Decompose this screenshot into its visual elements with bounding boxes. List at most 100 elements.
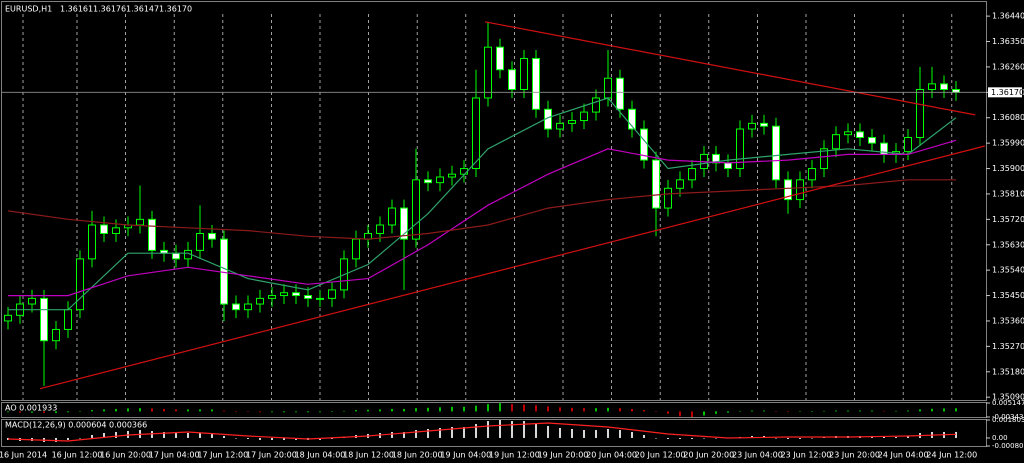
indicator-bar <box>475 405 477 412</box>
indicator-bar <box>55 411 57 414</box>
indicator-bar <box>259 437 261 440</box>
indicator-bar <box>871 410 873 412</box>
candle-body <box>244 303 252 311</box>
quote-open: 1.36161 <box>60 5 93 14</box>
indicator-bar <box>607 429 609 438</box>
indicator-bar <box>415 429 417 438</box>
indicator-bar <box>787 411 789 412</box>
candle-body <box>508 69 516 91</box>
indicator-bar <box>163 431 165 438</box>
indicator-bar <box>43 411 45 414</box>
indicator-bar <box>763 410 765 412</box>
candle-body <box>484 46 492 99</box>
indicator-bar <box>427 429 429 438</box>
y-tick-label: 1.35810 <box>992 189 1024 198</box>
candle-body <box>268 295 276 299</box>
y-tick-label: 1.35180 <box>992 367 1024 376</box>
indicator-bar <box>367 409 369 412</box>
indicator-bar <box>271 437 273 440</box>
candle-body <box>196 232 204 251</box>
indicator-bar <box>703 411 705 416</box>
candle-body <box>40 297 48 342</box>
candle-body <box>592 97 600 113</box>
indicator-bar <box>487 404 489 412</box>
indicator-bar <box>943 408 945 412</box>
indicator-bar <box>343 410 345 412</box>
candle-body <box>280 292 288 297</box>
indicator-bar <box>727 411 729 413</box>
indicator-bar <box>523 404 525 412</box>
indicator-bar <box>115 408 117 412</box>
indicator-bar <box>403 408 405 412</box>
x-tick-label: 20 Jun 12:00 <box>635 451 686 460</box>
indicator-bar <box>379 409 381 412</box>
indicator-bar <box>439 407 441 412</box>
header: EURUSD,H1 1.36161 1.36176 1.36147 1.3617… <box>5 5 192 14</box>
line <box>8 97 957 311</box>
candle-body <box>76 258 84 311</box>
main-frame <box>1 1 987 401</box>
line <box>39 145 985 390</box>
indicator-bar <box>931 408 933 412</box>
x-tick-label: 17 Jun 12:00 <box>197 451 248 460</box>
x-tick-label: 19 Jun 12:00 <box>489 451 540 460</box>
candle-body <box>628 108 636 130</box>
y-tick-label: -0.003435 <box>992 413 1024 421</box>
candle-body <box>952 89 960 93</box>
indicator-bar <box>883 436 885 438</box>
indicator-bar <box>775 437 777 439</box>
indicator-bar <box>223 435 225 438</box>
indicator-bar <box>415 408 417 412</box>
indicator-bar <box>91 434 93 438</box>
candle-body <box>532 57 540 110</box>
candle-body <box>28 297 36 305</box>
x-tick-label: 18 Jun 04:00 <box>295 451 346 460</box>
indicator-bar <box>67 437 69 440</box>
candle-body <box>868 136 876 144</box>
y-tick-label: 1.35990 <box>992 139 1024 148</box>
candle-body <box>448 173 456 178</box>
indicator-bar <box>391 431 393 438</box>
indicator-bar <box>7 437 9 440</box>
x-tick-label: 19 Jun 04:00 <box>440 451 491 460</box>
indicator-bar <box>199 432 201 438</box>
indicator-bar <box>619 408 621 412</box>
candle-body <box>400 207 408 240</box>
indicator-bar <box>787 437 789 439</box>
candle-body <box>652 159 660 209</box>
indicator-bar <box>667 437 669 439</box>
indicator-bar <box>535 405 537 412</box>
candle-body <box>4 314 12 322</box>
indicator-bar <box>451 427 453 438</box>
indicator-bar <box>271 411 273 413</box>
indicator-bar <box>583 429 585 438</box>
candle-body <box>940 83 948 91</box>
indicator-bar <box>103 432 105 438</box>
indicator-bar <box>571 407 573 412</box>
x-tick-label: 23 Jun 04:00 <box>732 451 783 460</box>
candle-body <box>616 77 624 110</box>
indicator-bar <box>883 410 885 412</box>
indicator-bar <box>667 411 669 414</box>
indicator-bar <box>151 430 153 438</box>
indicator-bar <box>799 437 801 439</box>
indicator-bar <box>319 411 321 413</box>
indicator-bar <box>463 406 465 412</box>
indicator-bar <box>187 432 189 438</box>
x-tick-label: 16 Jun 20:00 <box>100 451 151 460</box>
indicator-bar <box>523 421 525 438</box>
indicator-bar <box>331 437 333 439</box>
y-tick-label: 1.35540 <box>992 266 1024 275</box>
indicator-bar <box>307 411 309 413</box>
candle-body <box>316 297 324 300</box>
candle-body <box>172 252 180 260</box>
y-tick-label: 1.35450 <box>992 291 1024 300</box>
candle-body <box>664 187 672 209</box>
indicator-bar <box>499 403 501 412</box>
indicator-bar <box>955 408 957 412</box>
indicator-bar <box>235 411 237 412</box>
line <box>484 21 976 116</box>
indicator-bar <box>247 411 249 412</box>
indicator-bar <box>811 437 813 439</box>
candle-body <box>844 131 852 136</box>
